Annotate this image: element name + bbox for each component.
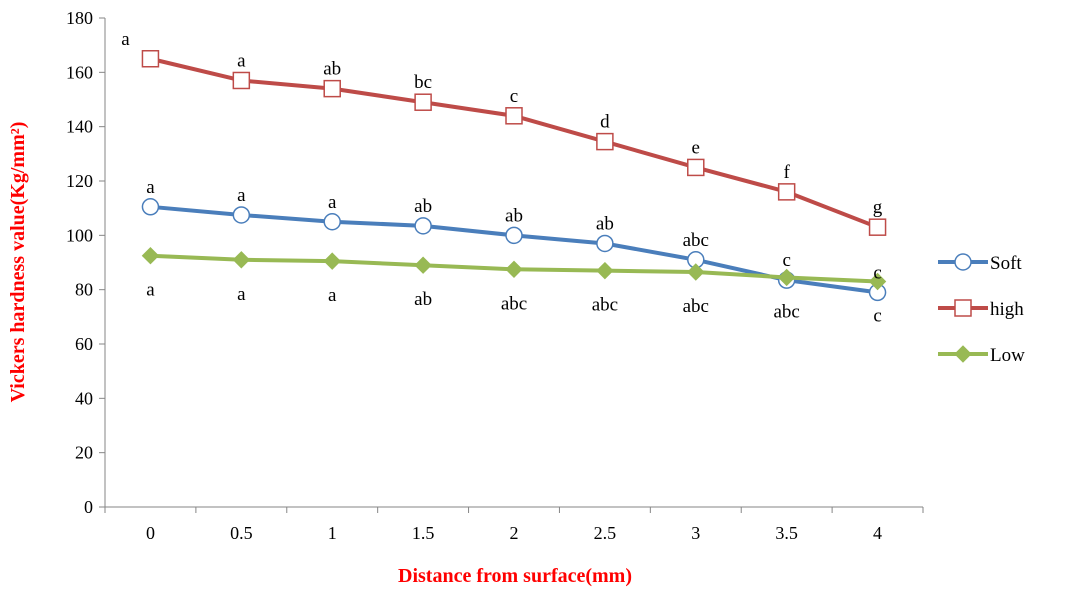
x-axis-title: Distance from surface(mm) (398, 565, 632, 587)
y-tick-label: 40 (75, 388, 93, 408)
series-low (141, 247, 887, 291)
data-point-soft (323, 213, 341, 231)
data-point-low (687, 263, 705, 281)
x-tick-label: 1.5 (412, 523, 435, 543)
series-layer (141, 50, 887, 302)
data-point-low (596, 261, 614, 280)
data-label-soft: c (782, 250, 790, 271)
series-high (141, 50, 887, 236)
legend-marker-high (954, 299, 972, 317)
x-tick-label: 3.5 (775, 523, 798, 543)
data-point-high (868, 218, 887, 236)
series-line-high (149, 56, 879, 230)
x-tick-label: 0 (146, 523, 155, 543)
legend-item-low: Low (938, 345, 1025, 366)
data-label-soft: ab (414, 196, 432, 217)
x-tick-label: 2.5 (594, 523, 617, 543)
x-tick-label: 1 (328, 523, 337, 543)
y-tick-label: 160 (66, 62, 93, 82)
data-point-soft (414, 217, 432, 235)
data-point-soft (232, 206, 251, 224)
data-point-low (414, 256, 432, 274)
data-label-low: abc (773, 301, 799, 322)
legend: Soft high Low (938, 253, 1025, 366)
data-point-high (323, 79, 341, 98)
legend-label-low: Low (990, 345, 1025, 366)
data-label-soft: abc (683, 230, 709, 251)
legend-item-high: high (938, 299, 1024, 320)
data-label-high: f (784, 162, 791, 183)
data-point-high (232, 71, 251, 90)
data-label-low: abc (683, 296, 709, 317)
x-tick-label: 3 (691, 523, 700, 543)
y-tick-label: 180 (66, 8, 93, 28)
data-label-high: c (510, 86, 518, 107)
data-label-high: e (692, 137, 700, 158)
data-point-low (232, 251, 251, 269)
legend-item-soft: Soft (938, 253, 1022, 274)
data-label-high: d (600, 112, 610, 133)
x-tick-label: 2 (510, 523, 519, 543)
y-tick-label: 80 (75, 280, 93, 300)
data-label-high: g (873, 197, 883, 218)
data-point-high (505, 107, 523, 125)
y-tick-label: 140 (66, 117, 93, 137)
data-point-low (505, 260, 523, 278)
data-label-low: ab (414, 289, 432, 310)
data-label-soft: a (328, 192, 337, 213)
data-label-high: ab (323, 59, 341, 80)
data-point-high (414, 93, 432, 111)
data-label-high: bc (414, 72, 432, 93)
data-label-soft: ab (505, 205, 523, 226)
data-point-high (141, 50, 160, 68)
data-label-low: c (873, 306, 881, 327)
data-point-soft (505, 226, 523, 245)
x-tick-label: 4 (873, 523, 882, 543)
y-tick-label: 60 (75, 334, 93, 354)
y-tick-label: 0 (84, 497, 93, 517)
data-label-high: a (121, 29, 130, 50)
data-point-low (777, 268, 796, 287)
data-label-low: a (328, 285, 337, 306)
data-label-soft: a (237, 185, 246, 206)
data-point-low (868, 272, 887, 291)
data-point-soft (141, 198, 160, 216)
data-point-low (141, 247, 160, 265)
y-tick-label: 100 (66, 225, 93, 245)
data-label-low: a (146, 280, 155, 301)
data-label-soft: a (146, 177, 155, 198)
data-label-high: a (237, 50, 246, 71)
y-tick-label: 120 (66, 171, 93, 191)
legend-marker-low (954, 345, 972, 363)
data-point-high (596, 132, 614, 151)
data-label-soft: ab (596, 213, 614, 234)
data-point-high (777, 183, 796, 201)
legend-marker-soft (954, 253, 972, 271)
data-label-soft: c (873, 262, 881, 283)
y-axis-title: Vickers hardness value(Kg/mm²) (7, 122, 29, 403)
data-label-low: abc (501, 293, 527, 314)
annotations: a a a ab ab ab abc c c a a ab bc c d e f g a a a ab abc abc abc a… (121, 29, 883, 327)
y-tick-label: 20 (75, 443, 93, 463)
x-tick-label: 0.5 (230, 523, 253, 543)
data-label-low: abc (592, 295, 618, 316)
legend-label-high: high (990, 299, 1024, 320)
data-label-low: a (237, 284, 246, 305)
data-point-low (323, 252, 341, 270)
data-point-soft (596, 234, 614, 253)
axes: 0 20 40 60 80 100 120 140 160 180 0 0.5 1 1.5 2 2.5 3 3.5… (66, 8, 924, 543)
data-point-high (687, 158, 705, 177)
legend-label-soft: Soft (990, 253, 1022, 274)
